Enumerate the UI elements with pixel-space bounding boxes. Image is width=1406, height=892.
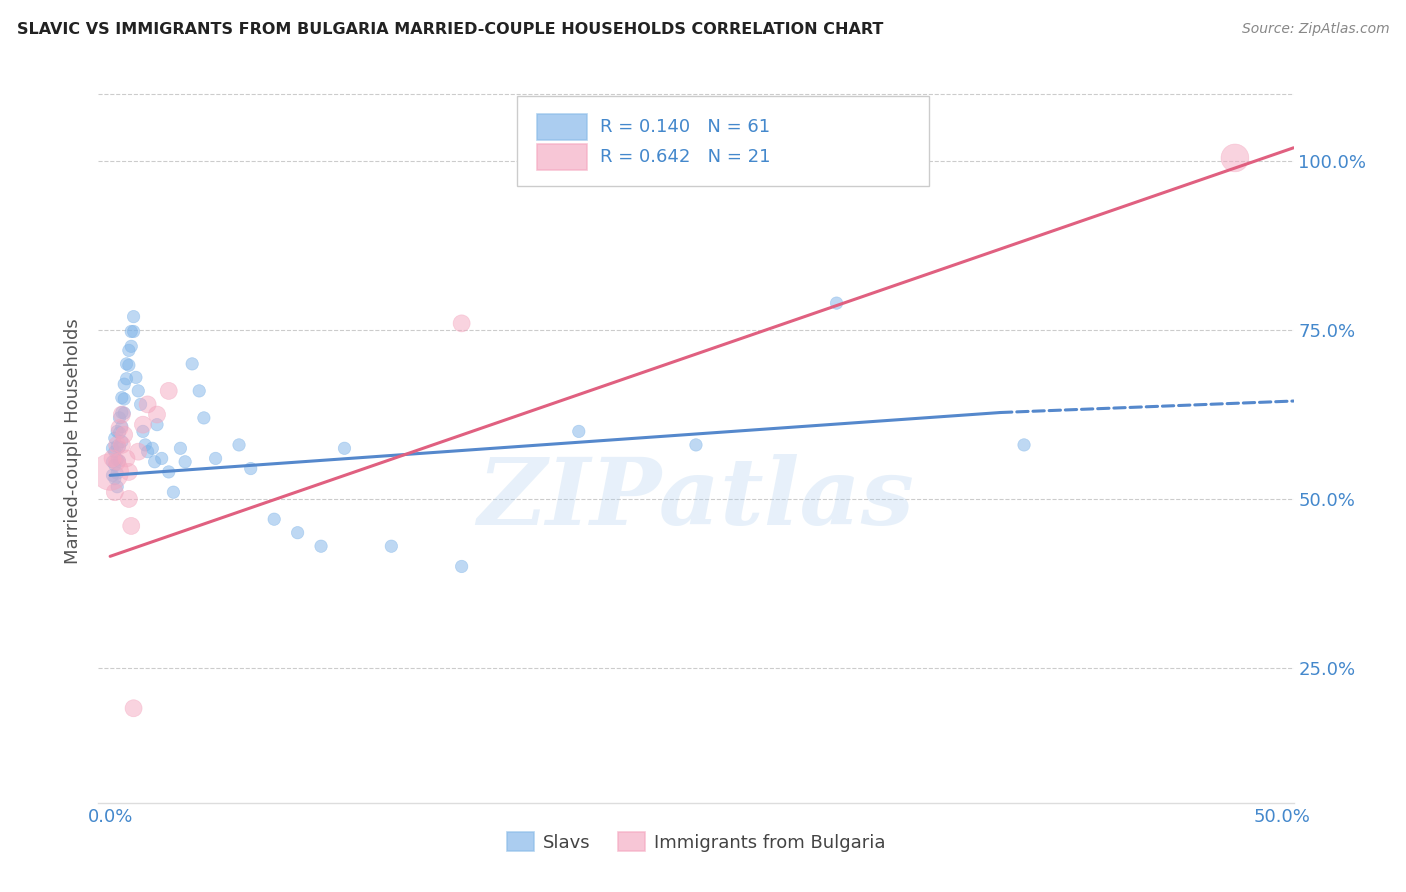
- Point: [193, 411, 215, 425]
- Point: [825, 296, 848, 310]
- Point: [108, 421, 131, 435]
- Point: [105, 452, 128, 467]
- Point: [111, 438, 134, 452]
- FancyBboxPatch shape: [517, 96, 929, 186]
- Point: [122, 701, 145, 715]
- Point: [309, 539, 332, 553]
- Point: [136, 444, 159, 458]
- Point: [141, 442, 163, 456]
- Point: [112, 392, 135, 406]
- Point: [157, 465, 180, 479]
- Point: [104, 472, 127, 486]
- Point: [108, 440, 131, 454]
- Point: [134, 438, 156, 452]
- Point: [1012, 438, 1035, 452]
- Point: [127, 444, 149, 458]
- Point: [105, 480, 128, 494]
- Point: [104, 485, 127, 500]
- Point: [112, 427, 135, 442]
- Point: [101, 451, 124, 466]
- Point: [118, 465, 141, 479]
- Point: [120, 325, 142, 339]
- Point: [104, 458, 127, 472]
- Point: [263, 512, 285, 526]
- Point: [129, 397, 152, 411]
- Point: [120, 339, 142, 353]
- Point: [105, 425, 128, 439]
- Point: [101, 468, 124, 483]
- Point: [104, 431, 127, 445]
- Point: [162, 485, 184, 500]
- Point: [450, 559, 472, 574]
- Point: [204, 451, 226, 466]
- Point: [111, 408, 134, 422]
- Point: [120, 519, 142, 533]
- Point: [112, 377, 135, 392]
- Point: [174, 455, 197, 469]
- Point: [1223, 151, 1246, 165]
- Point: [127, 384, 149, 398]
- Point: [125, 370, 148, 384]
- Text: ZIPatlas: ZIPatlas: [478, 454, 914, 544]
- Point: [239, 461, 262, 475]
- Text: R = 0.642   N = 21: R = 0.642 N = 21: [600, 148, 770, 166]
- Point: [115, 357, 138, 371]
- Text: SLAVIC VS IMMIGRANTS FROM BULGARIA MARRIED-COUPLE HOUSEHOLDS CORRELATION CHART: SLAVIC VS IMMIGRANTS FROM BULGARIA MARRI…: [17, 22, 883, 37]
- Point: [118, 491, 141, 506]
- Point: [118, 343, 141, 358]
- Point: [132, 425, 155, 439]
- Point: [115, 372, 138, 386]
- Point: [101, 442, 124, 456]
- Point: [228, 438, 250, 452]
- Point: [105, 438, 128, 452]
- Point: [105, 439, 128, 453]
- Point: [146, 408, 169, 422]
- Point: [112, 406, 135, 420]
- Point: [188, 384, 211, 398]
- Point: [122, 310, 145, 324]
- FancyBboxPatch shape: [537, 144, 588, 169]
- Point: [287, 525, 309, 540]
- Point: [108, 425, 131, 440]
- Point: [104, 444, 127, 458]
- Point: [380, 539, 402, 553]
- Point: [122, 325, 145, 339]
- Point: [111, 434, 134, 449]
- FancyBboxPatch shape: [537, 113, 588, 139]
- Point: [105, 455, 128, 469]
- Point: [146, 417, 169, 432]
- Point: [333, 442, 356, 456]
- Point: [108, 454, 131, 468]
- Point: [169, 442, 191, 456]
- Legend: Slavs, Immigrants from Bulgaria: Slavs, Immigrants from Bulgaria: [499, 825, 893, 859]
- Point: [568, 425, 591, 439]
- Point: [132, 417, 155, 432]
- Text: Source: ZipAtlas.com: Source: ZipAtlas.com: [1241, 22, 1389, 37]
- Point: [136, 397, 159, 411]
- Point: [111, 405, 134, 419]
- Y-axis label: Married-couple Households: Married-couple Households: [65, 318, 83, 565]
- Point: [181, 357, 204, 371]
- Point: [150, 451, 173, 466]
- Point: [450, 317, 472, 331]
- Point: [101, 455, 124, 469]
- Text: R = 0.140   N = 61: R = 0.140 N = 61: [600, 118, 770, 136]
- Point: [111, 391, 134, 405]
- Point: [685, 438, 707, 452]
- Point: [105, 467, 128, 481]
- Point: [157, 384, 180, 398]
- Point: [143, 455, 166, 469]
- Point: [98, 465, 121, 479]
- Point: [118, 358, 141, 372]
- Point: [108, 411, 131, 425]
- Point: [111, 419, 134, 434]
- Point: [115, 451, 138, 466]
